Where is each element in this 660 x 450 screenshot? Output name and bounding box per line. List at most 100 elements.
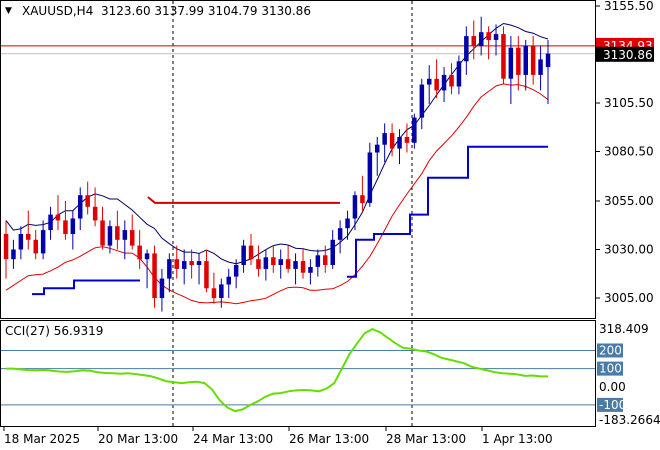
candle-body[interactable] xyxy=(26,234,31,240)
candle-body[interactable] xyxy=(211,288,217,298)
candle-body[interactable] xyxy=(285,259,291,269)
cci-axis-label: 318.409 xyxy=(599,322,649,336)
candle-body[interactable] xyxy=(493,34,499,40)
candle-body[interactable] xyxy=(389,133,395,149)
time-axis-label: 20 Mar 13:00 xyxy=(98,432,178,446)
candle-body[interactable] xyxy=(48,214,53,231)
cci-axis-label: -183.2664 xyxy=(599,413,660,427)
candle-body[interactable] xyxy=(263,257,269,269)
lower-band-line xyxy=(5,83,549,305)
candle-body[interactable] xyxy=(367,152,373,203)
candle-body[interactable] xyxy=(11,249,16,260)
candle-body[interactable] xyxy=(464,36,469,62)
candle-body[interactable] xyxy=(419,84,425,118)
time-axis-label: 28 Mar 13:00 xyxy=(386,432,466,446)
candle-body[interactable] xyxy=(427,78,432,85)
candle-body[interactable] xyxy=(278,259,284,265)
cci-level-badge xyxy=(597,361,623,376)
candle-body[interactable] xyxy=(196,261,202,265)
candle-body[interactable] xyxy=(330,239,336,265)
candle-body[interactable] xyxy=(115,226,120,240)
candle-body[interactable] xyxy=(345,218,350,229)
candle-body[interactable] xyxy=(63,220,68,234)
cci-level-badge xyxy=(597,397,623,412)
candle-body[interactable] xyxy=(204,261,209,289)
candle-body[interactable] xyxy=(293,261,298,269)
candle-body[interactable] xyxy=(441,74,447,91)
candle-body[interactable] xyxy=(479,32,484,46)
low-value: 3104.79 xyxy=(207,4,258,18)
current-price-badge-text: 3130.86 xyxy=(603,48,653,62)
cci-title: CCI(27) 56.9319 xyxy=(5,324,104,338)
candle-body[interactable] xyxy=(271,257,276,266)
candle-body[interactable] xyxy=(55,214,61,221)
cci-axis-label: 0.00 xyxy=(599,380,626,394)
candle-body[interactable] xyxy=(397,137,402,149)
candle-body[interactable] xyxy=(152,253,157,298)
candle-body[interactable] xyxy=(256,259,261,269)
support-step-line xyxy=(32,145,548,296)
candle-body[interactable] xyxy=(523,45,529,75)
price-axis-label: 3155.50 xyxy=(604,0,654,13)
candle-body[interactable] xyxy=(545,53,551,68)
candle-body[interactable] xyxy=(501,34,506,79)
high-value: 3137.99 xyxy=(154,4,205,18)
candle-body[interactable] xyxy=(130,230,135,246)
time-axis-label: 18 Mar 2025 xyxy=(4,432,80,446)
candle-body[interactable] xyxy=(404,137,410,143)
candle-body[interactable] xyxy=(122,230,128,240)
open-value: 3123.60 xyxy=(100,4,151,18)
candle-body[interactable] xyxy=(85,195,90,207)
candle-body[interactable] xyxy=(434,78,439,91)
candle-body[interactable] xyxy=(300,261,306,273)
candle-body[interactable] xyxy=(241,245,246,265)
candle-body[interactable] xyxy=(189,261,194,265)
candle-body[interactable] xyxy=(375,144,380,153)
candle-body[interactable] xyxy=(315,255,321,267)
chart-header: XAUUSD,H4 3123.60 3137.99 3104.79 3130.8… xyxy=(22,4,311,18)
candle-body[interactable] xyxy=(18,234,24,250)
candle-body[interactable] xyxy=(107,226,113,246)
candle-body[interactable] xyxy=(516,47,521,75)
candle-body[interactable] xyxy=(508,47,514,79)
candle-body[interactable] xyxy=(530,45,536,75)
candle-body[interactable] xyxy=(92,206,98,221)
candle-body[interactable] xyxy=(486,32,491,40)
candle-body[interactable] xyxy=(382,133,387,145)
candle-body[interactable] xyxy=(70,218,76,235)
time-axis-label: 24 Mar 13:00 xyxy=(193,432,273,446)
candle-body[interactable] xyxy=(174,259,180,269)
candle-body[interactable] xyxy=(182,261,187,269)
candle-body[interactable] xyxy=(248,245,254,260)
candle-body[interactable] xyxy=(3,234,9,260)
candle-body[interactable] xyxy=(33,239,39,254)
candle-body[interactable] xyxy=(40,230,46,254)
candle-body[interactable] xyxy=(167,259,172,279)
cci-axis-label: -100 xyxy=(599,398,626,412)
candle-body[interactable] xyxy=(456,61,462,87)
candle-body[interactable] xyxy=(449,74,454,87)
candle-body[interactable] xyxy=(159,278,165,298)
candle-body[interactable] xyxy=(308,267,313,273)
candle-body[interactable] xyxy=(538,59,543,75)
time-axis-label: 1 Apr 13:00 xyxy=(482,432,553,446)
price-axis-label: 3080.50 xyxy=(604,145,654,159)
candle-body[interactable] xyxy=(412,117,417,143)
candle-body[interactable] xyxy=(360,195,365,203)
cci-level-badge xyxy=(597,343,623,358)
cci-axis-label: 200 xyxy=(599,343,622,357)
candle-body[interactable] xyxy=(337,228,343,240)
candle-body[interactable] xyxy=(226,276,232,285)
candle-body[interactable] xyxy=(352,195,358,219)
collapse-arrow-icon[interactable]: ▼ xyxy=(5,6,12,16)
candle-body[interactable] xyxy=(471,36,477,46)
candle-body[interactable] xyxy=(323,255,328,265)
candle-body[interactable] xyxy=(233,265,239,277)
candle-body[interactable] xyxy=(78,195,83,219)
candle-body[interactable] xyxy=(100,220,105,246)
candle-body[interactable] xyxy=(219,284,224,298)
candle-body[interactable] xyxy=(144,253,150,260)
candle-body[interactable] xyxy=(137,245,142,260)
price-axis-label: 3030.00 xyxy=(604,242,654,256)
